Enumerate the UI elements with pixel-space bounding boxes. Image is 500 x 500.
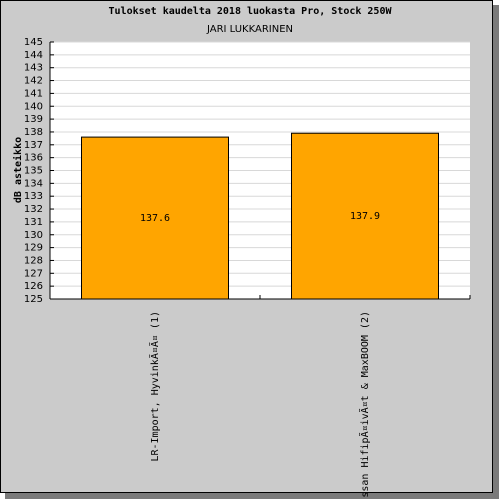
y-tick-label: 126 [24,281,43,292]
y-tick-label: 129 [24,243,43,254]
x-tick-label: LR-Import, HyvinkÃ¤Ã¤ (1) [148,311,161,462]
y-tick-label: 125 [24,294,43,305]
y-tick-label: 145 [24,37,43,48]
y-tick-label: 140 [24,101,43,112]
y-tick-label: 127 [24,268,43,279]
value-label: 137.9 [350,211,380,222]
y-tick-label: 128 [24,255,43,266]
y-tick-label: 137 [24,140,43,151]
y-tick-label: 138 [24,127,43,138]
y-tick-label: 144 [24,50,43,61]
bar [291,132,439,300]
chart-subtitle: JARI LUKKARINEN [206,24,293,35]
value-label: 137.6 [140,213,170,224]
y-axis-label: dB asteikko [12,137,24,203]
y-tick-label: 133 [24,191,43,202]
y-tick-label: 131 [24,217,43,228]
bar [81,136,229,300]
y-tick-label: 139 [24,114,43,125]
y-tick-label: 136 [24,153,43,164]
y-tick-label: 134 [24,178,43,189]
y-tick-label: 141 [24,88,43,99]
x-tick-label: ssan HifipÃ¤ivÃ¤t & MaxBOOM (2) [358,311,371,498]
chart-title: Tulokset kaudelta 2018 luokasta Pro, Sto… [109,6,393,17]
y-tick-label: 143 [24,63,43,74]
y-tick-label: 132 [24,204,43,215]
y-tick-label: 142 [24,76,43,87]
y-tick-label: 130 [24,230,43,241]
y-tick-label: 135 [24,166,43,177]
